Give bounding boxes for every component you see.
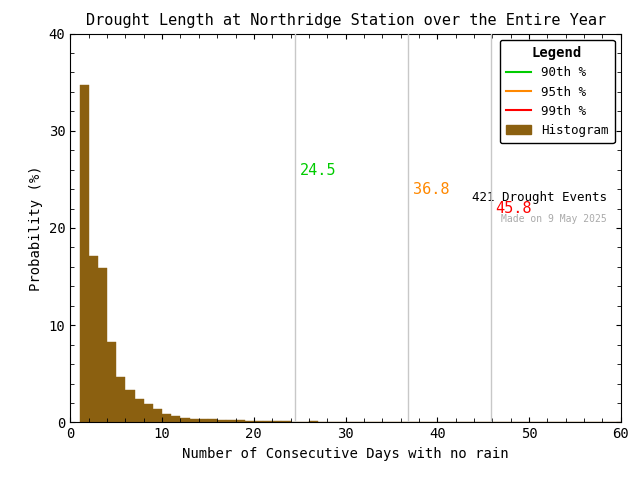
- Bar: [208, 420, 217, 422]
- Bar: [227, 420, 236, 422]
- X-axis label: Number of Consecutive Days with no rain: Number of Consecutive Days with no rain: [182, 447, 509, 461]
- Bar: [282, 421, 291, 422]
- Bar: [153, 409, 162, 422]
- Bar: [162, 414, 172, 422]
- Bar: [189, 419, 199, 422]
- Bar: [134, 399, 144, 422]
- Bar: [199, 420, 208, 422]
- Bar: [116, 377, 125, 422]
- Bar: [244, 421, 254, 422]
- Bar: [254, 421, 263, 422]
- Legend: 90th %, 95th %, 99th %, Histogram: 90th %, 95th %, 99th %, Histogram: [500, 40, 614, 144]
- Text: 421 Drought Events: 421 Drought Events: [472, 191, 607, 204]
- Bar: [79, 85, 89, 422]
- Bar: [180, 418, 189, 422]
- Bar: [309, 421, 318, 422]
- Bar: [172, 416, 180, 422]
- Bar: [217, 420, 227, 422]
- Text: 24.5: 24.5: [300, 163, 336, 178]
- Text: 36.8: 36.8: [413, 182, 449, 197]
- Y-axis label: Probability (%): Probability (%): [29, 165, 44, 291]
- Bar: [144, 404, 153, 422]
- Bar: [272, 421, 282, 422]
- Text: Made on 9 May 2025: Made on 9 May 2025: [501, 215, 607, 224]
- Bar: [236, 420, 244, 422]
- Bar: [107, 342, 116, 422]
- Bar: [98, 268, 107, 422]
- Bar: [89, 256, 98, 422]
- Text: 45.8: 45.8: [495, 202, 532, 216]
- Bar: [263, 421, 272, 422]
- Title: Drought Length at Northridge Station over the Entire Year: Drought Length at Northridge Station ove…: [86, 13, 605, 28]
- Bar: [125, 390, 134, 422]
